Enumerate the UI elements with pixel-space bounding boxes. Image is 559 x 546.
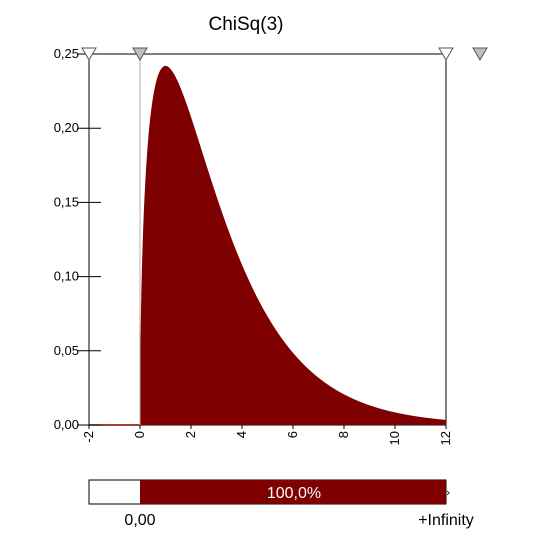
left-delimiter-value[interactable]: 0,00 <box>124 512 155 529</box>
y-tick-label: 0,20 <box>54 120 79 135</box>
y-tick-label: 0,05 <box>54 343 79 358</box>
y-tick-label: 0,10 <box>54 269 79 284</box>
xmin-marker-icon[interactable] <box>81 47 97 61</box>
x-tick-label: -2 <box>81 431 96 443</box>
x-tick-label: 4 <box>234 431 249 438</box>
x-tick-label: 12 <box>438 431 453 445</box>
y-tick-label: 0,25 <box>54 46 79 61</box>
y-axis: 0,00 0,05 0,10 0,15 0,20 0,25 <box>54 46 101 432</box>
plot-area <box>88 53 447 426</box>
density-area <box>140 65 446 426</box>
right-delimiter-value[interactable]: +Infinity <box>418 512 474 529</box>
x-axis: -2 0 2 4 6 8 10 12 <box>81 425 453 445</box>
probability-bar: 100,0% › <box>88 479 450 505</box>
x-tick-label: 0 <box>132 431 147 438</box>
x-tick-label: 8 <box>336 431 351 438</box>
right-delimiter-marker-icon[interactable] <box>438 47 454 61</box>
x-tick-label: 10 <box>387 431 402 445</box>
x-tick-label: 2 <box>183 431 198 438</box>
xmax-marker-icon[interactable] <box>472 47 488 61</box>
delimiter-markers[interactable] <box>81 47 488 61</box>
y-tick-label: 0,15 <box>54 194 79 209</box>
probability-label: 100,0% <box>267 485 321 502</box>
chart-title: ChiSq(3) <box>209 14 284 35</box>
x-tick-label: 6 <box>285 431 300 438</box>
probability-bar-fill <box>140 480 446 504</box>
left-delimiter-marker-icon[interactable] <box>132 47 148 61</box>
y-tick-label: 0,00 <box>54 417 79 432</box>
bar-arrow-icon: › <box>446 486 450 499</box>
